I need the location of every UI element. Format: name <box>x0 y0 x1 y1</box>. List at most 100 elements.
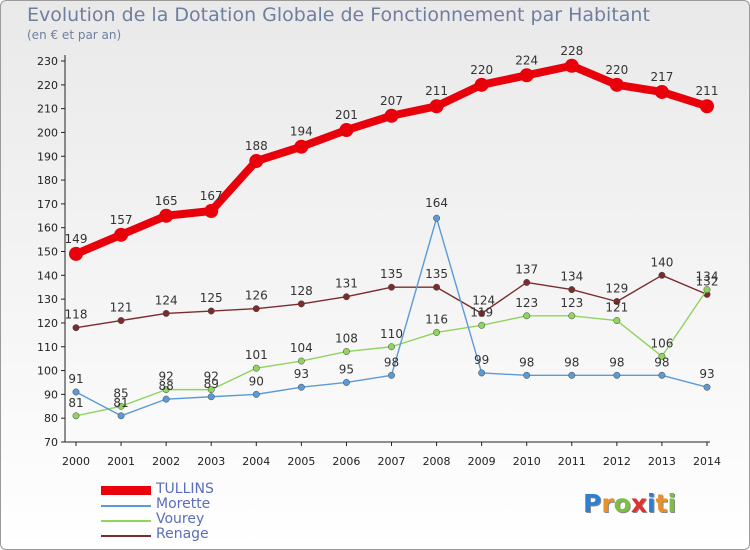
data-point <box>159 208 174 223</box>
data-label: 125 <box>200 291 223 305</box>
data-label: 124 <box>472 293 495 307</box>
data-point <box>207 307 215 315</box>
data-point <box>117 317 125 325</box>
y-tick-label: 100 <box>37 365 58 378</box>
data-point <box>297 300 305 308</box>
data-point <box>564 58 579 73</box>
data-label: 140 <box>650 255 673 269</box>
data-label: 119 <box>470 305 493 319</box>
data-point <box>388 371 395 379</box>
data-label: 135 <box>380 267 403 281</box>
y-tick-label: 110 <box>37 341 58 354</box>
y-tick-label: 180 <box>37 174 58 187</box>
data-label: 220 <box>470 63 493 77</box>
data-point <box>519 68 534 83</box>
data-label: 167 <box>200 189 223 203</box>
data-point <box>297 357 305 365</box>
y-tick-label: 160 <box>37 222 58 235</box>
data-point <box>69 246 83 261</box>
data-point <box>252 305 260 313</box>
y-tick-label: 70 <box>44 436 58 449</box>
data-point <box>72 412 80 420</box>
y-tick-label: 200 <box>37 126 58 139</box>
data-point <box>658 271 666 279</box>
data-label: 85 <box>113 386 128 400</box>
data-label: 123 <box>515 296 538 310</box>
x-tick-label: 2000 <box>62 455 90 468</box>
logo-letter: o <box>613 489 631 518</box>
legend-label-morette: Morette <box>156 496 211 512</box>
data-point <box>72 388 80 396</box>
logo-letter: i <box>667 489 677 518</box>
data-point <box>388 343 395 351</box>
data-label: 149 <box>65 232 88 246</box>
x-tick-label: 2003 <box>197 455 225 468</box>
data-label: 116 <box>425 312 448 326</box>
data-label: 98 <box>384 355 399 369</box>
x-tick-label: 2008 <box>423 455 451 468</box>
data-label: 131 <box>335 277 358 291</box>
x-tick-label: 2006 <box>332 455 360 468</box>
data-label: 207 <box>380 94 403 108</box>
data-point <box>433 214 441 222</box>
y-tick-label: 230 <box>37 55 58 68</box>
data-label: 211 <box>696 84 719 98</box>
data-label: 217 <box>650 70 673 84</box>
data-point <box>658 371 666 379</box>
data-point <box>162 309 170 317</box>
logo-letter: x <box>630 489 647 518</box>
y-tick-label: 190 <box>37 150 58 163</box>
data-label: 92 <box>204 370 219 384</box>
data-point <box>384 108 399 123</box>
data-point <box>207 393 215 401</box>
data-label: 132 <box>696 274 719 288</box>
data-point <box>162 386 170 394</box>
legend-label-vourey: Vourey <box>156 511 205 527</box>
data-label: 99 <box>474 353 489 367</box>
data-point <box>613 317 621 325</box>
x-tick-label: 2010 <box>513 455 541 468</box>
chart-title: Evolution de la Dotation Globale de Fonc… <box>27 4 650 26</box>
data-label: 81 <box>68 396 83 410</box>
data-label: 134 <box>696 270 719 284</box>
data-label: 98 <box>654 355 669 369</box>
x-tick-label: 2011 <box>558 455 586 468</box>
data-point <box>658 352 666 360</box>
data-label: 137 <box>515 262 538 276</box>
data-label: 98 <box>564 355 579 369</box>
x-tick-label: 2001 <box>107 455 135 468</box>
data-point <box>342 348 350 355</box>
x-tick-label: 2004 <box>242 455 270 468</box>
data-label: 93 <box>699 367 714 381</box>
legend-label-tullins: TULLINS <box>156 481 214 497</box>
data-label: 101 <box>245 348 268 362</box>
data-label: 93 <box>294 367 309 381</box>
data-label: 188 <box>245 139 268 153</box>
x-tick-label: 2009 <box>468 455 496 468</box>
data-point <box>117 402 125 410</box>
data-label: 98 <box>609 355 624 369</box>
data-label: 106 <box>650 336 673 350</box>
data-point <box>204 204 219 219</box>
data-label: 90 <box>249 374 264 388</box>
data-point <box>342 379 350 386</box>
chart-subtitle: (en € et par an) <box>27 28 122 42</box>
data-label: 128 <box>290 284 313 298</box>
data-point <box>613 371 621 379</box>
data-point <box>474 77 489 92</box>
data-label: 224 <box>515 53 538 67</box>
data-point <box>429 99 444 114</box>
data-point <box>72 324 80 332</box>
data-point <box>523 279 531 286</box>
x-tick-label: 2005 <box>287 455 315 468</box>
data-label: 118 <box>65 308 88 322</box>
data-point <box>297 383 305 391</box>
data-point <box>478 309 486 317</box>
data-label: 201 <box>335 108 358 122</box>
data-label: 124 <box>155 293 178 307</box>
y-tick-label: 220 <box>37 79 58 92</box>
y-tick-label: 120 <box>37 317 58 330</box>
y-tick-label: 150 <box>37 246 58 259</box>
data-point <box>478 369 486 377</box>
x-tick-label: 2007 <box>378 455 406 468</box>
